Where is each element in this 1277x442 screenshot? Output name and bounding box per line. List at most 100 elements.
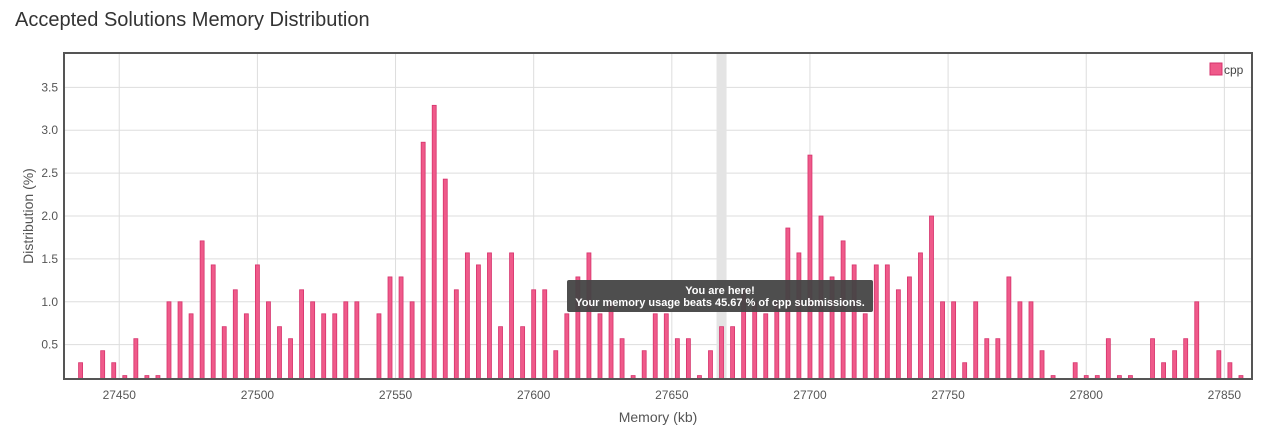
legend-swatch <box>1209 62 1223 76</box>
bar[interactable] <box>199 240 205 380</box>
y-tick-label: 2.5 <box>41 166 58 180</box>
bar[interactable] <box>221 326 227 380</box>
bar[interactable] <box>951 301 957 380</box>
bar[interactable] <box>873 264 879 380</box>
bar[interactable] <box>763 313 769 380</box>
bar[interactable] <box>1194 301 1200 380</box>
bar[interactable] <box>277 326 282 380</box>
tooltip-title: You are here! <box>685 285 755 297</box>
bar[interactable] <box>254 264 260 380</box>
y-tick-label: 3.0 <box>41 123 58 137</box>
bar[interactable] <box>984 338 990 380</box>
highlight-layer <box>716 53 727 379</box>
bar[interactable] <box>708 350 713 380</box>
bar[interactable] <box>796 252 802 380</box>
bar[interactable] <box>1183 338 1189 380</box>
bar[interactable] <box>1172 350 1178 380</box>
grid-layer <box>64 53 1252 379</box>
bar[interactable] <box>531 289 537 380</box>
bar[interactable] <box>420 141 426 380</box>
bar[interactable] <box>1227 362 1233 380</box>
bar[interactable] <box>288 338 293 380</box>
bar[interactable] <box>597 313 603 380</box>
bar[interactable] <box>398 276 404 380</box>
bar[interactable] <box>895 289 901 380</box>
bar[interactable] <box>1161 362 1166 380</box>
bar[interactable] <box>431 104 437 380</box>
bar[interactable] <box>774 301 780 380</box>
bar[interactable] <box>1150 338 1155 380</box>
bar[interactable] <box>476 264 481 380</box>
bar[interactable] <box>907 276 912 380</box>
bar[interactable] <box>730 326 735 380</box>
x-axis-title: Memory (kb) <box>619 409 698 425</box>
x-tick-label: 27800 <box>1070 388 1104 402</box>
bar[interactable] <box>862 313 868 380</box>
bar[interactable] <box>542 289 548 380</box>
bar[interactable] <box>586 252 592 380</box>
bar[interactable] <box>652 313 658 380</box>
you-are-here-band <box>716 53 727 379</box>
bar[interactable] <box>1105 338 1111 380</box>
bar[interactable] <box>232 289 238 380</box>
bar[interactable] <box>1039 350 1045 380</box>
bar[interactable] <box>266 301 271 380</box>
bar[interactable] <box>663 313 669 380</box>
bar[interactable] <box>1017 301 1023 380</box>
bar[interactable] <box>498 326 503 380</box>
bar[interactable] <box>608 301 614 380</box>
bar[interactable] <box>995 338 1001 380</box>
bar[interactable] <box>520 326 526 380</box>
bar[interactable] <box>1216 350 1222 380</box>
bar[interactable] <box>674 338 680 380</box>
bar[interactable] <box>973 301 979 380</box>
bar[interactable] <box>210 264 216 380</box>
bar[interactable] <box>78 362 83 380</box>
bar[interactable] <box>299 289 305 380</box>
bar[interactable] <box>1028 301 1034 380</box>
bar[interactable] <box>807 154 813 380</box>
legend[interactable]: cpp <box>1209 62 1244 77</box>
bar[interactable] <box>564 313 570 380</box>
bar[interactable] <box>487 252 492 380</box>
bar[interactable] <box>719 326 724 380</box>
bar[interactable] <box>387 276 393 380</box>
legend-label-cpp: cpp <box>1224 63 1244 77</box>
bar[interactable] <box>321 313 327 380</box>
x-tick-label: 27850 <box>1208 388 1242 402</box>
bar[interactable] <box>929 215 934 380</box>
x-tick-label: 27650 <box>655 388 689 402</box>
bar[interactable] <box>133 338 139 380</box>
bar[interactable] <box>111 362 117 380</box>
tooltip: You are here! Your memory usage beats 45… <box>567 280 873 312</box>
bar[interactable] <box>100 350 106 380</box>
bar[interactable] <box>509 252 514 380</box>
bar[interactable] <box>553 350 559 380</box>
bar[interactable] <box>884 264 890 380</box>
bar[interactable] <box>343 301 349 380</box>
bar[interactable] <box>332 313 338 380</box>
bar[interactable] <box>962 362 968 380</box>
bar[interactable] <box>188 313 194 380</box>
bar[interactable] <box>1072 362 1078 380</box>
bar[interactable] <box>166 301 172 380</box>
bar[interactable] <box>310 301 316 380</box>
bar[interactable] <box>354 301 360 380</box>
bar[interactable] <box>752 301 758 380</box>
bars-layer <box>78 104 1244 380</box>
bar[interactable] <box>453 289 459 380</box>
bar[interactable] <box>918 252 923 380</box>
plot-frame <box>63 52 1253 380</box>
bar[interactable] <box>376 313 382 380</box>
bar[interactable] <box>619 338 625 380</box>
bar[interactable] <box>243 313 249 380</box>
bar[interactable] <box>442 178 448 380</box>
bar[interactable] <box>940 301 945 380</box>
bar[interactable] <box>685 338 691 380</box>
bar[interactable] <box>641 350 647 380</box>
bar[interactable] <box>464 252 470 380</box>
bar[interactable] <box>1006 276 1012 380</box>
bar[interactable] <box>409 301 415 380</box>
bar[interactable] <box>177 301 183 380</box>
